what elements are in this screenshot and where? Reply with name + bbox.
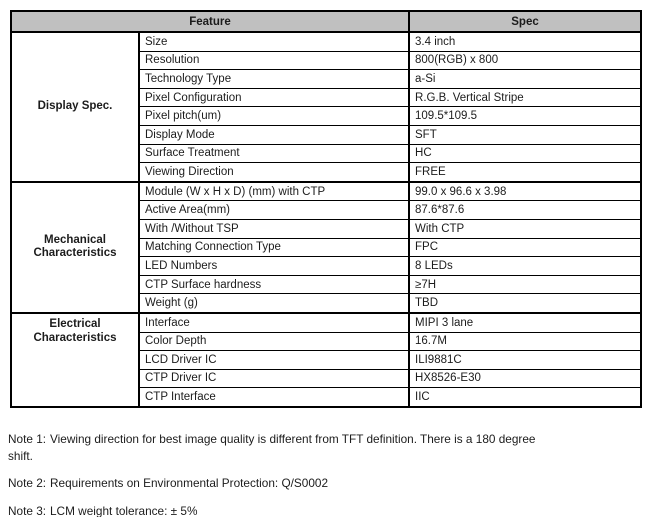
spec-row: Color Depth 16.7M <box>11 331 642 352</box>
note-text: Viewing direction for best image quality… <box>50 432 536 446</box>
feature-cell: Matching Connection Type <box>138 237 410 258</box>
feature-cell: Resolution <box>138 50 410 71</box>
spec-cell: TBD <box>408 293 642 314</box>
feature-cell: CTP Interface <box>138 387 410 408</box>
group-cell: Electrical Characteristics <box>10 311 140 408</box>
feature-cell: Surface Treatment <box>138 143 410 164</box>
spec-row: Matching Connection Type FPC <box>11 237 642 258</box>
note: Note 1: Viewing direction for best image … <box>8 431 636 464</box>
feature-cell: Technology Type <box>138 69 410 89</box>
note-line: Note 3: LCM weight tolerance: ± 5% <box>8 503 636 517</box>
note-line: Note 1: Viewing direction for best image … <box>8 431 636 448</box>
spec-row: Mechanical Characteristics Module (W x H … <box>10 180 642 314</box>
spec-cell: HC <box>408 143 642 164</box>
note-text: Requirements on Environmental Protection… <box>50 476 329 491</box>
spec-row: LCD Driver IC ILI9881C <box>11 350 642 370</box>
spec-row: LED Numbers 8 LEDs <box>11 256 642 276</box>
spec-table: Feature Spec Display Spec. Size 3.4 inch Re… <box>10 10 643 408</box>
feature-cell: Module (W x H x D) (mm) with CTP <box>138 180 410 202</box>
feature-cell: Viewing Direction <box>138 162 410 183</box>
feature-cell: Interface <box>138 311 410 333</box>
spec-cell: FPC <box>408 237 642 258</box>
feature-cell: Pixel Configuration <box>138 87 410 108</box>
spec-row: CTP Interface IIC <box>11 387 642 408</box>
note-text: shift. <box>8 448 33 463</box>
feature-cell: Active Area(mm) <box>138 200 410 220</box>
spec-cell: a-Si <box>408 69 642 89</box>
spec-cell: MIPI 3 lane <box>408 311 642 333</box>
spec-cell: 800(RGB) x 800 <box>408 50 642 71</box>
spec-cell: 3.4 inch <box>408 30 642 52</box>
note-label: Note 1: <box>8 432 47 446</box>
feature-column-header: Feature <box>10 10 411 33</box>
feature-cell: Color Depth <box>138 331 410 352</box>
spec-cell: R.G.B. Vertical Stripe <box>408 87 642 108</box>
feature-cell: Pixel pitch(um) <box>138 106 410 126</box>
spec-row: Electrical Characteristics Interface MIPI … <box>10 311 642 408</box>
spec-cell: With CTP <box>408 218 642 239</box>
spec-cell: ILI9881C <box>408 350 642 370</box>
feature-cell: With /Without TSP <box>138 218 410 239</box>
spec-row: Display Mode SFT <box>11 124 642 145</box>
feature-cell: LCD Driver IC <box>138 350 410 370</box>
spec-cell: SFT <box>408 124 642 145</box>
spec-cell: 8 LEDs <box>408 256 642 276</box>
spec-column-header: Spec <box>408 10 642 33</box>
spec-row: With /Without TSP With CTP <box>11 218 642 239</box>
group-cell: Display Spec. <box>10 31 140 183</box>
note-line: Note 2: Requirements on Environmental Pro… <box>8 475 636 492</box>
spec-row: Weight (g) TBD <box>11 293 642 314</box>
spec-cell: 16.7M <box>408 331 642 352</box>
spec-row: Display Spec. Size 3.4 inch <box>10 30 642 183</box>
header-row: Feature Spec <box>10 10 642 33</box>
feature-cell: Display Mode <box>138 124 410 145</box>
spec-cell: FREE <box>408 162 642 183</box>
feature-cell: Size <box>138 30 410 52</box>
spec-cell: ≥7H <box>408 274 642 295</box>
spec-cell: 109.5*109.5 <box>408 106 642 126</box>
spec-cell: 99.0 x 96.6 x 3.98 <box>408 180 642 202</box>
spec-cell: HX8526-E30 <box>408 368 642 389</box>
feature-cell: Weight (g) <box>138 293 410 314</box>
feature-cell: CTP Surface hardness <box>138 274 410 295</box>
spec-cell: IIC <box>408 387 642 408</box>
feature-cell: CTP Driver IC <box>138 368 410 389</box>
notes: Note 1: Viewing direction for best image … <box>8 431 636 517</box>
spec-row: Active Area(mm) 87.6*87.6 <box>11 200 642 220</box>
note-label: Note 2: <box>8 476 47 491</box>
spec-row: Pixel Configuration R.G.B. Vertical Strip… <box>11 87 642 108</box>
spec-cell: 87.6*87.6 <box>408 200 642 220</box>
feature-cell: LED Numbers <box>138 256 410 276</box>
note: Note 3: LCM weight tolerance: ± 5% <box>8 503 636 517</box>
note-label: Note 3: <box>8 503 47 517</box>
note: Note 2: Requirements on Environmental Pro… <box>8 475 636 492</box>
note-text: LCM weight tolerance: ± 5% <box>50 503 198 517</box>
group-cell: Mechanical Characteristics <box>10 180 140 314</box>
spec-row: Viewing Direction FREE <box>11 162 642 183</box>
